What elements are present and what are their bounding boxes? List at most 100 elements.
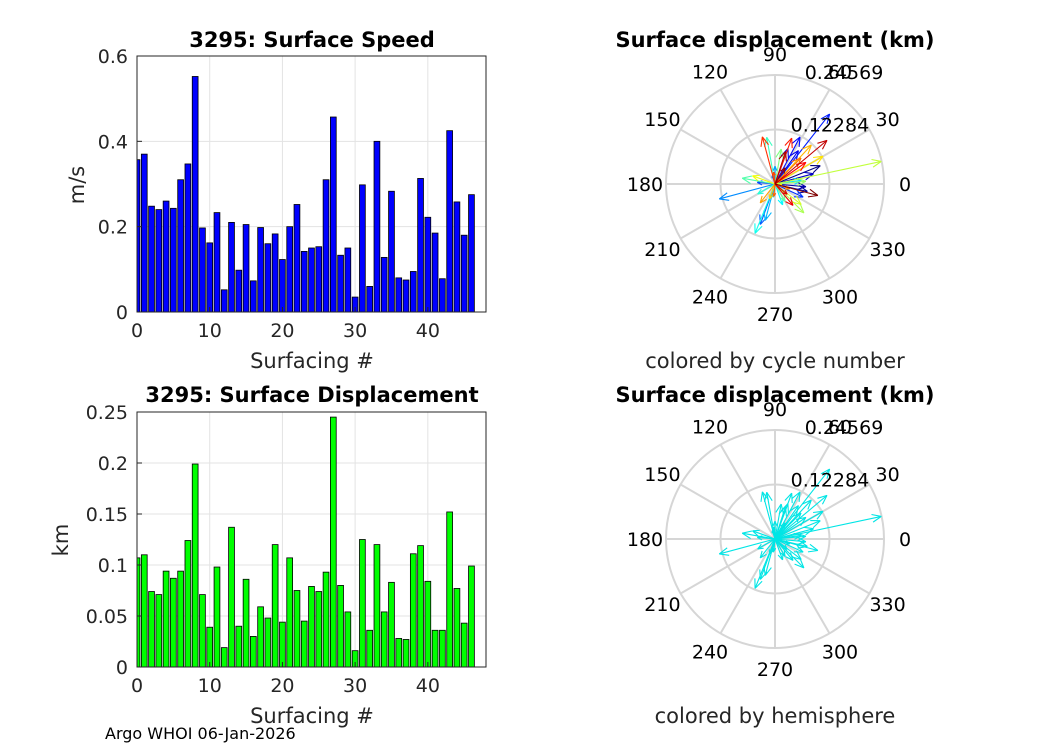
speed-bar <box>395 277 403 313</box>
polar-cycle-vector <box>752 174 776 185</box>
polar-hemisphere-radial-label: 0.12284 <box>791 469 870 491</box>
speed-bar <box>250 280 257 313</box>
polar-hemisphere-vector-head <box>779 538 783 541</box>
displacement-bar <box>409 553 417 668</box>
polar-hemisphere-vector-head <box>780 522 786 527</box>
polar-hemisphere-angle-label: 30 <box>875 464 899 486</box>
polar-cycle-vector-head <box>759 195 763 204</box>
speed-bar <box>322 179 330 313</box>
polar-cycle-vector-head <box>820 113 830 120</box>
polar-cycle-angle-label: 210 <box>644 239 680 261</box>
displacement-bar <box>359 539 366 668</box>
displacement-x-tick-label: 10 <box>198 675 222 697</box>
polar-hemisphere-vector-shaft <box>774 538 818 552</box>
polar-hemisphere-vector-head <box>826 468 831 479</box>
polar-hemisphere-vector-head <box>754 580 763 589</box>
polar-cycle-vector-head <box>757 181 763 186</box>
polar-hemisphere-vector <box>772 538 777 552</box>
polar-hemisphere-vector-head <box>800 517 807 527</box>
displacement-bar <box>431 629 439 668</box>
polar-hemisphere-angle-label: 180 <box>627 529 663 551</box>
polar-cycle-inner-ring <box>719 128 831 240</box>
speed-y-axis-label: m/s <box>65 166 89 204</box>
displacement-bar <box>184 540 192 668</box>
polar-cycle-vector-head <box>741 177 751 185</box>
polar-cycle-outer-ring <box>665 74 885 294</box>
polar-cycle-vector-head <box>769 195 774 200</box>
speed-bar <box>344 247 352 313</box>
polar-hemisphere-vector-head <box>797 536 807 543</box>
displacement-bar <box>322 571 330 668</box>
polar-cycle-angle-label: 120 <box>692 61 728 83</box>
speed-bar <box>439 278 446 313</box>
speed-bar <box>315 246 323 313</box>
polar-cycle-vector-head <box>791 201 802 206</box>
displacement-bar <box>148 591 155 668</box>
polar-cycle-vector-head <box>761 136 769 146</box>
polar-cycle-angle-label: 270 <box>757 304 793 326</box>
displacement-bar <box>439 629 446 668</box>
polar-cycle-radial-label: 0.24569 <box>805 62 884 84</box>
polar-cycle-chart: Surface displacement (km) colored by cyc… <box>615 28 934 373</box>
polar-hemisphere-vector-head <box>816 510 824 520</box>
polar-cycle-vector-shaft <box>774 165 821 185</box>
polar-cycle-vector-head <box>754 225 763 234</box>
polar-hemisphere-vector-head <box>741 532 751 540</box>
polar-cycle-subtitle: colored by cycle number <box>645 349 905 373</box>
polar-cycle-vector-head <box>797 180 807 187</box>
polar-cycle-vector-head <box>787 148 789 159</box>
displacement-y-tick-label: 0.1 <box>98 555 128 577</box>
polar-cycle-vector-head <box>796 157 802 168</box>
polar-hemisphere-vector-shaft <box>774 538 805 569</box>
polar-cycle-vector <box>774 183 788 195</box>
displacement-bar <box>417 545 424 668</box>
speed-bar <box>330 116 337 313</box>
speed-bar <box>337 254 344 313</box>
speed-bar <box>162 200 170 313</box>
polar-cycle-vector <box>774 151 787 185</box>
polar-cycle-vector <box>774 183 786 202</box>
speed-x-tick-label: 30 <box>343 320 367 342</box>
speed-bar <box>191 76 199 313</box>
speed-bar <box>264 243 272 313</box>
polar-hemisphere-vector-head <box>803 526 814 530</box>
polar-hemisphere-vector <box>774 503 784 540</box>
displacement-axes-box <box>136 411 487 668</box>
polar-hemisphere-vector-head <box>761 491 769 501</box>
displacement-y-tick-label: 0.15 <box>86 504 128 526</box>
polar-cycle-angle-label: 0 <box>899 174 911 196</box>
displacement-bar <box>206 626 214 668</box>
polar-hemisphere-vector-head <box>821 495 828 505</box>
polar-cycle-title: Surface displacement (km) <box>615 28 934 52</box>
polar-hemisphere-angle-label: 120 <box>692 416 728 438</box>
polar-cycle-vector-head <box>799 203 805 214</box>
polar-cycle-vector-shaft <box>742 177 776 185</box>
polar-cycle-vector-head <box>783 195 786 202</box>
displacement-bar <box>257 606 264 668</box>
speed-bar <box>373 140 381 313</box>
polar-hemisphere-vector <box>752 529 776 540</box>
speed-bar <box>431 232 439 313</box>
polar-cycle-vector <box>774 167 786 185</box>
speed-bar <box>177 179 184 313</box>
displacement-bar <box>264 617 272 668</box>
polar-cycle-vector-shaft <box>774 155 824 185</box>
polar-hemisphere-vector-shaft <box>774 491 801 540</box>
speed-y-tick-label: 0 <box>116 302 128 324</box>
polar-cycle-vector-head <box>780 148 784 159</box>
polar-hemisphere-vector-shaft <box>759 538 776 559</box>
speed-bar <box>308 247 315 313</box>
speed-x-tick-label: 20 <box>270 320 294 342</box>
speed-bar <box>155 209 163 313</box>
polar-hemisphere-angle-label: 0 <box>899 529 911 551</box>
polar-hemisphere-angle-label: 270 <box>757 659 793 681</box>
polar-hemisphere-vector-shaft <box>774 538 784 561</box>
displacement-bar <box>162 570 170 668</box>
polar-hemisphere-vector-head <box>795 550 802 560</box>
polar-hemisphere-vector-head <box>782 547 788 550</box>
displacement-chart-title: 3295: Surface Displacement <box>145 383 478 407</box>
polar-cycle-vector-head <box>803 171 814 175</box>
polar-hemisphere-vector-head <box>780 503 784 514</box>
polar-hemisphere-vector-shaft <box>774 538 786 557</box>
speed-bar <box>300 251 308 313</box>
